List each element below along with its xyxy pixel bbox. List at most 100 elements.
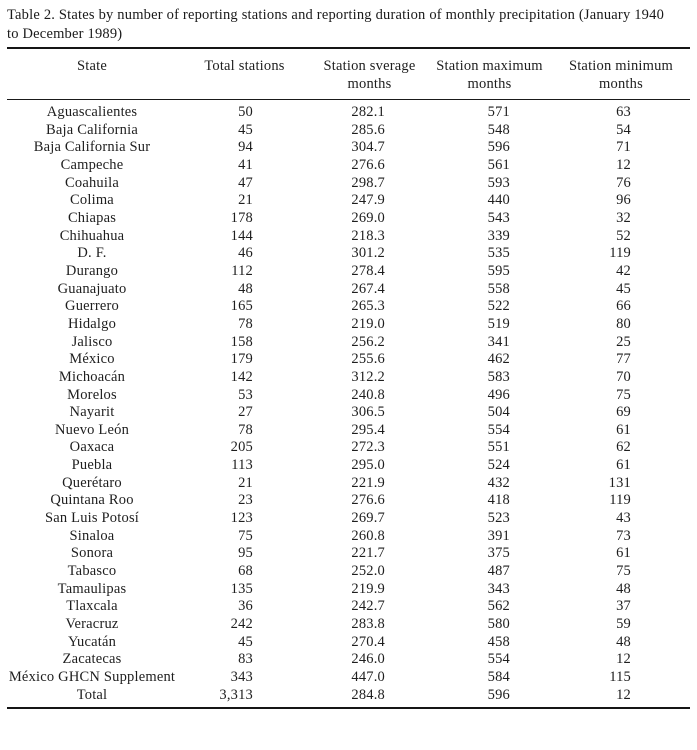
minimum-months-cell: 43	[616, 510, 631, 527]
minimum-months-cell: 76	[616, 174, 631, 191]
average-months-cell: 276.6	[351, 156, 385, 173]
table-row: Quintana Roo 23 276.6 418 119	[7, 492, 690, 510]
minimum-months-cell: 48	[616, 580, 631, 597]
average-months-cell: 260.8	[351, 527, 385, 544]
state-cell: Yucatán	[67, 633, 117, 650]
maximum-months-cell: 496	[487, 386, 510, 403]
total-stations-cell: 78	[238, 315, 253, 332]
average-months-cell: 278.4	[351, 262, 385, 279]
maximum-months-cell: 375	[487, 545, 510, 562]
state-cell: Nuevo León	[54, 421, 130, 438]
minimum-months-cell: 61	[616, 545, 631, 562]
total-stations-cell: 50	[238, 104, 253, 120]
table-row: Yucatán 45 270.4 458 48	[7, 634, 690, 652]
state-cell: Colima	[70, 192, 114, 209]
average-months-cell: 301.2	[351, 245, 385, 262]
total-stations-cell: 46	[238, 245, 253, 262]
average-months-cell: 282.1	[351, 104, 385, 120]
maximum-months-cell: 343	[487, 580, 510, 597]
minimum-months-cell: 12	[616, 651, 631, 668]
state-cell: Oaxaca	[69, 439, 115, 456]
total-stations-cell: 94	[238, 139, 253, 156]
total-stations-cell: 144	[230, 227, 253, 244]
state-cell: San Luis Potosí	[44, 510, 140, 527]
state-cell: Morelos	[67, 386, 117, 403]
average-months-cell: 252.0	[351, 563, 385, 580]
total-stations-cell: 178	[230, 209, 253, 226]
state-cell: Querétaro	[62, 474, 122, 491]
table-row: Querétaro 21 221.9 432 131	[7, 475, 690, 493]
maximum-months-cell: 418	[487, 492, 510, 509]
table-caption-line1: Table 2. States by number of reporting s…	[7, 7, 665, 23]
state-cell: Total	[76, 686, 108, 703]
average-months-cell: 284.8	[351, 686, 385, 703]
total-stations-cell: 23	[238, 492, 253, 509]
table-row: Guanajuato 48 267.4 558 45	[7, 281, 690, 299]
column-header-average-months: Station sverage months	[312, 48, 427, 100]
average-months-cell: 246.0	[351, 651, 385, 668]
maximum-months-cell: 524	[487, 457, 510, 474]
average-months-cell: 298.7	[351, 174, 385, 191]
table-row: Puebla 113 295.0 524 61	[7, 457, 690, 475]
total-stations-cell: 27	[238, 404, 253, 421]
maximum-months-cell: 593	[487, 174, 510, 191]
table-row: Total 3,313 284.8 596 12	[7, 687, 690, 709]
state-cell: Quintana Roo	[50, 492, 134, 509]
average-months-cell: 242.7	[351, 598, 385, 615]
table-row: Sinaloa 75 260.8 391 73	[7, 528, 690, 546]
total-stations-cell: 78	[238, 421, 253, 438]
state-cell: Michoacán	[58, 368, 126, 385]
table-row: Michoacán 142 312.2 583 70	[7, 369, 690, 387]
column-header-maximum-months: Station maximum months	[427, 48, 552, 100]
maximum-months-cell: 487	[487, 563, 510, 580]
table-row: México 179 255.6 462 77	[7, 351, 690, 369]
average-months-cell: 276.6	[351, 492, 385, 509]
minimum-months-cell: 71	[616, 139, 631, 156]
column-header-minimum-months: Station minimum months	[552, 48, 690, 100]
table-row: Tamaulipas 135 219.9 343 48	[7, 581, 690, 599]
maximum-months-cell: 391	[487, 527, 510, 544]
table-header: State Total stations Station sverage mon…	[7, 48, 690, 100]
table-row: Nayarit 27 306.5 504 69	[7, 404, 690, 422]
maximum-months-cell: 548	[487, 121, 510, 138]
average-months-cell: 270.4	[351, 633, 385, 650]
total-stations-cell: 158	[230, 333, 253, 350]
table-row: México GHCN Supplement 343 447.0 584 115	[7, 669, 690, 687]
total-stations-cell: 48	[238, 280, 253, 297]
minimum-months-cell: 62	[616, 439, 631, 456]
minimum-months-cell: 66	[616, 298, 631, 315]
average-months-cell: 219.0	[351, 315, 385, 332]
average-months-cell: 247.9	[351, 192, 385, 209]
maximum-months-cell: 580	[487, 616, 510, 633]
table-row: Hidalgo 78 219.0 519 80	[7, 316, 690, 334]
average-months-cell: 256.2	[351, 333, 385, 350]
state-cell: Durango	[65, 262, 119, 279]
state-cell: Baja California	[46, 121, 138, 138]
minimum-months-cell: 42	[616, 262, 631, 279]
precipitation-stations-table: State Total stations Station sverage mon…	[7, 47, 690, 710]
state-cell: Guanajuato	[57, 280, 127, 297]
table-row: Aguascalientes 50 282.1 571 63	[7, 100, 690, 122]
state-cell: Jalisco	[71, 333, 113, 350]
minimum-months-cell: 119	[609, 492, 631, 509]
table-row: D. F. 46 301.2 535 119	[7, 245, 690, 263]
table-row: Veracruz 242 283.8 580 59	[7, 616, 690, 634]
minimum-months-cell: 12	[616, 686, 631, 703]
minimum-months-cell: 54	[616, 121, 631, 138]
maximum-months-cell: 543	[487, 209, 510, 226]
maximum-months-cell: 554	[487, 421, 510, 438]
state-cell: D. F.	[77, 245, 107, 262]
maximum-months-cell: 535	[487, 245, 510, 262]
minimum-months-cell: 73	[616, 527, 631, 544]
total-stations-cell: 179	[230, 351, 253, 368]
minimum-months-cell: 61	[616, 457, 631, 474]
minimum-months-cell: 52	[616, 227, 631, 244]
total-stations-cell: 343	[230, 669, 253, 685]
table-row: Coahuila 47 298.7 593 76	[7, 175, 690, 193]
maximum-months-cell: 561	[487, 156, 510, 173]
average-months-cell: 295.4	[351, 421, 385, 438]
minimum-months-cell: 37	[616, 598, 631, 615]
average-months-cell: 269.7	[351, 510, 385, 527]
average-months-cell: 265.3	[351, 298, 385, 315]
minimum-months-cell: 131	[608, 474, 631, 491]
